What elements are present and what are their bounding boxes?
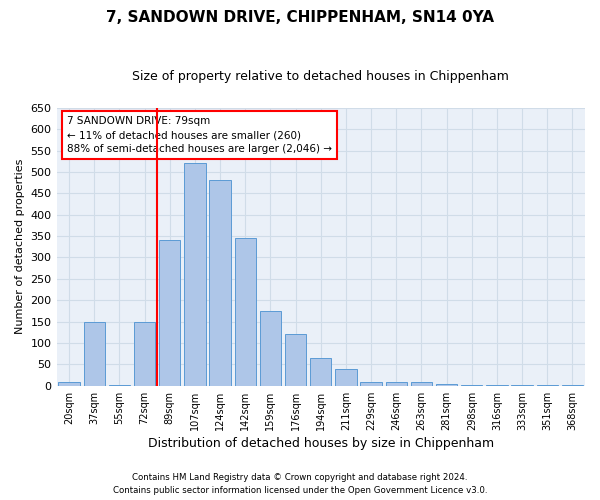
Bar [285, 334, 307, 386]
Bar [361, 382, 382, 386]
Bar [83, 322, 105, 386]
Title: Size of property relative to detached houses in Chippenham: Size of property relative to detached ho… [133, 70, 509, 83]
Bar [235, 238, 256, 386]
Bar [260, 311, 281, 386]
Bar [461, 385, 482, 386]
Text: 7, SANDOWN DRIVE, CHIPPENHAM, SN14 0YA: 7, SANDOWN DRIVE, CHIPPENHAM, SN14 0YA [106, 10, 494, 25]
Bar [386, 382, 407, 386]
Bar [209, 180, 231, 386]
Y-axis label: Number of detached properties: Number of detached properties [15, 159, 25, 334]
Bar [335, 368, 356, 386]
Bar [109, 385, 130, 386]
Bar [184, 164, 206, 386]
Text: 7 SANDOWN DRIVE: 79sqm
← 11% of detached houses are smaller (260)
88% of semi-de: 7 SANDOWN DRIVE: 79sqm ← 11% of detached… [67, 116, 332, 154]
X-axis label: Distribution of detached houses by size in Chippenham: Distribution of detached houses by size … [148, 437, 494, 450]
Bar [486, 385, 508, 386]
Bar [536, 385, 558, 386]
Bar [159, 240, 181, 386]
Bar [411, 382, 432, 386]
Bar [310, 358, 331, 386]
Bar [562, 385, 583, 386]
Bar [436, 384, 457, 386]
Bar [511, 385, 533, 386]
Bar [134, 322, 155, 386]
Text: Contains HM Land Registry data © Crown copyright and database right 2024.
Contai: Contains HM Land Registry data © Crown c… [113, 474, 487, 495]
Bar [58, 382, 80, 386]
